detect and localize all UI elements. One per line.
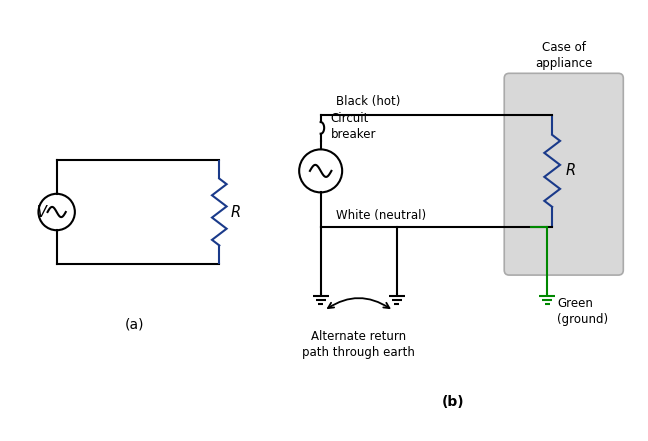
Text: White (neutral): White (neutral) (336, 209, 426, 222)
FancyBboxPatch shape (504, 73, 623, 275)
Text: R: R (566, 163, 575, 179)
Text: R: R (230, 205, 240, 220)
Text: Case of
appliance: Case of appliance (535, 41, 592, 70)
Text: V: V (37, 205, 47, 220)
Text: Black (hot): Black (hot) (336, 95, 400, 108)
Text: Alternate return
path through earth: Alternate return path through earth (302, 330, 415, 359)
Text: Circuit
breaker: Circuit breaker (330, 112, 376, 141)
Text: (a): (a) (124, 318, 144, 332)
Text: (b): (b) (442, 396, 464, 409)
Text: Green
(ground): Green (ground) (557, 297, 608, 325)
